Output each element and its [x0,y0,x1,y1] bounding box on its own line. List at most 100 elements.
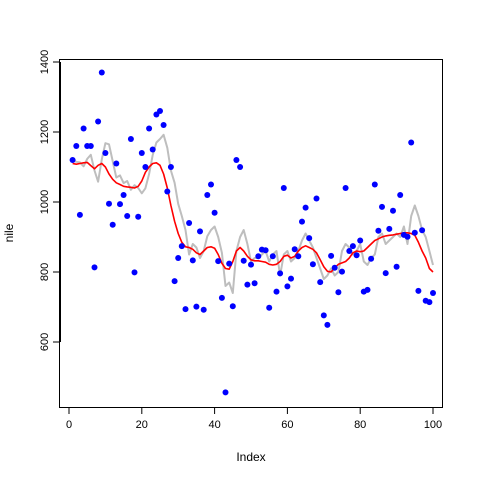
data-point [233,157,240,163]
data-point [284,283,291,290]
x-tick-label: 60 [281,419,293,431]
data-point [87,143,94,149]
y-tick-label: 1200 [39,120,51,144]
x-tick-label: 100 [424,419,442,431]
data-point [106,200,112,207]
data-point [386,225,393,232]
data-point [309,261,316,268]
data-point [208,181,214,188]
data-point [364,286,371,293]
data-point [288,275,294,282]
plot-frame [59,59,443,408]
data-point [135,213,142,220]
data-point [218,294,225,301]
data-point [313,195,320,202]
data-point [375,227,382,234]
data-point [291,246,298,253]
data-point [339,268,345,275]
y-axis: 600 800 1000 1200 1400 [39,50,61,351]
data-point [277,270,284,277]
data-point [393,263,400,270]
data-point [262,247,269,254]
data-point [113,160,120,167]
data-point [324,321,331,328]
data-point [280,185,287,191]
data-point [186,220,193,226]
data-point [244,281,251,288]
data-point [117,201,123,208]
data-point [248,261,254,268]
data-point [124,213,131,219]
data-point [102,150,109,156]
series-line-2 [72,161,434,273]
data-point [189,257,196,264]
data-point [357,237,364,244]
data-point [408,139,415,146]
data-point [430,290,436,296]
data-point [349,243,356,250]
data-point [91,264,98,271]
data-point [178,243,185,250]
data-point [142,164,149,170]
x-tick-label: 20 [136,419,148,431]
data-point [76,211,83,218]
x-axis: 0 20 40 60 80 100 [66,407,442,431]
data-point [426,299,433,306]
x-tick-label: 80 [354,419,366,431]
data-point [415,287,422,294]
data-point [175,255,182,261]
data-point [200,306,207,313]
x-tick-label: 0 [66,419,72,431]
data-point [240,257,247,264]
data-point [222,389,229,396]
data-point [157,108,163,114]
data-point [251,280,258,287]
data-point [69,157,76,163]
data-point [419,227,426,234]
data-point [80,125,87,132]
data-point [342,185,349,191]
data-point [109,221,116,228]
data-point [95,118,102,125]
data-point [390,207,396,214]
data-point [411,229,418,236]
data-point [328,252,335,259]
data-point [320,312,327,319]
data-point [197,228,203,235]
data-point [138,150,145,156]
series-lines [72,133,434,294]
data-point [146,125,153,132]
y-tick-label: 1000 [39,190,51,214]
data-point [167,164,174,170]
data-point [382,270,389,277]
data-point [306,235,313,242]
data-point [204,192,211,198]
data-point [211,209,218,216]
data-point [335,289,342,296]
y-tick-label: 800 [39,263,51,281]
data-point [266,304,273,311]
data-point [171,278,178,285]
data-point [226,260,233,267]
data-point [371,181,378,188]
data-point [353,252,360,259]
y-axis-title: nile [2,223,16,242]
data-point [149,146,156,153]
data-point [120,192,127,198]
data-point [273,288,280,295]
data-point [299,218,305,225]
x-tick-label: 40 [208,419,220,431]
data-point [404,233,411,240]
data-point [229,303,236,310]
scatter-points [69,69,436,396]
data-point [73,143,80,149]
data-point [346,248,353,254]
data-point [331,264,338,271]
x-axis-title: Index [236,450,265,464]
data-point [127,136,134,142]
data-point [193,303,200,310]
data-point [302,204,309,211]
data-point [182,306,189,313]
data-point [368,255,375,262]
